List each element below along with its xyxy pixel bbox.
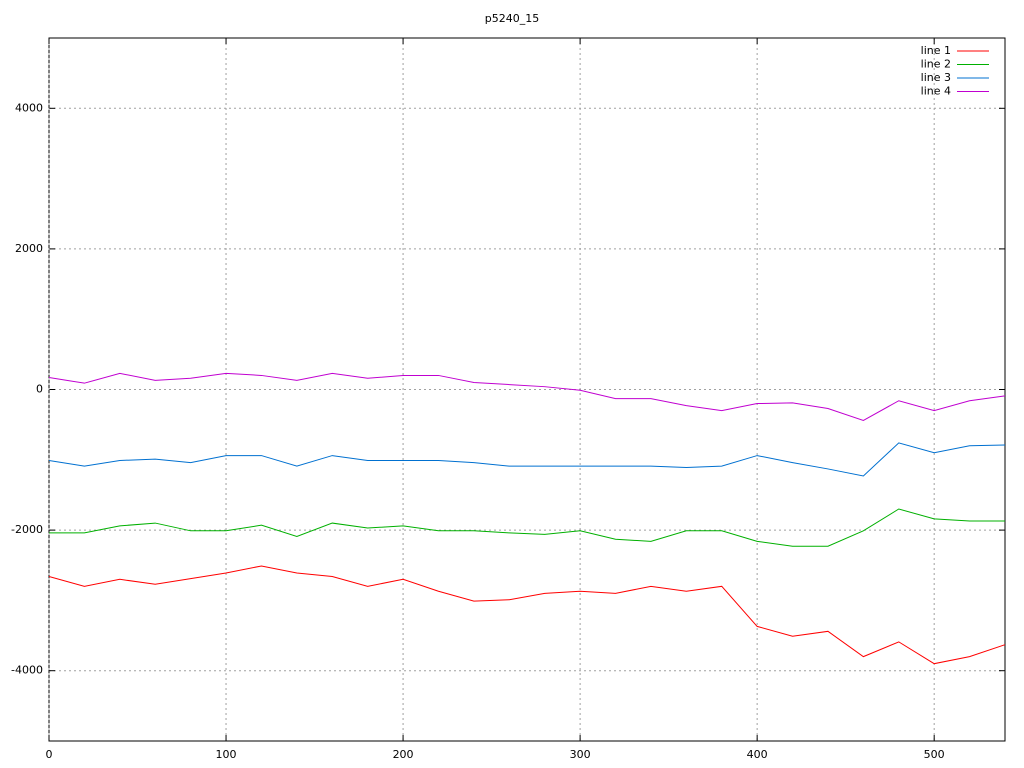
y-tick-label: -4000: [11, 664, 43, 677]
data-line: [49, 508, 1005, 547]
chart-title: p5240_15: [485, 12, 539, 25]
y-tick-label: 2000: [15, 242, 43, 255]
legend-label: line 2: [921, 58, 951, 71]
data-line: [48, 442, 1006, 477]
legend-label: line 3: [921, 71, 951, 84]
y-tick-label: 0: [36, 383, 43, 396]
legend-label: line 1: [921, 44, 951, 57]
x-tick-label: 100: [216, 748, 237, 761]
x-tick-label: 500: [924, 748, 945, 761]
x-tick-label: 0: [46, 748, 53, 761]
y-tick-label: -2000: [11, 523, 43, 536]
data-line: [48, 565, 1006, 665]
legend-label: line 4: [921, 85, 951, 98]
x-tick-label: 400: [747, 748, 768, 761]
y-tick-label: 4000: [15, 101, 43, 114]
plot-frame: [48, 37, 1006, 742]
x-tick-label: 300: [570, 748, 591, 761]
x-tick-label: 200: [393, 748, 414, 761]
data-line: [48, 372, 1006, 421]
